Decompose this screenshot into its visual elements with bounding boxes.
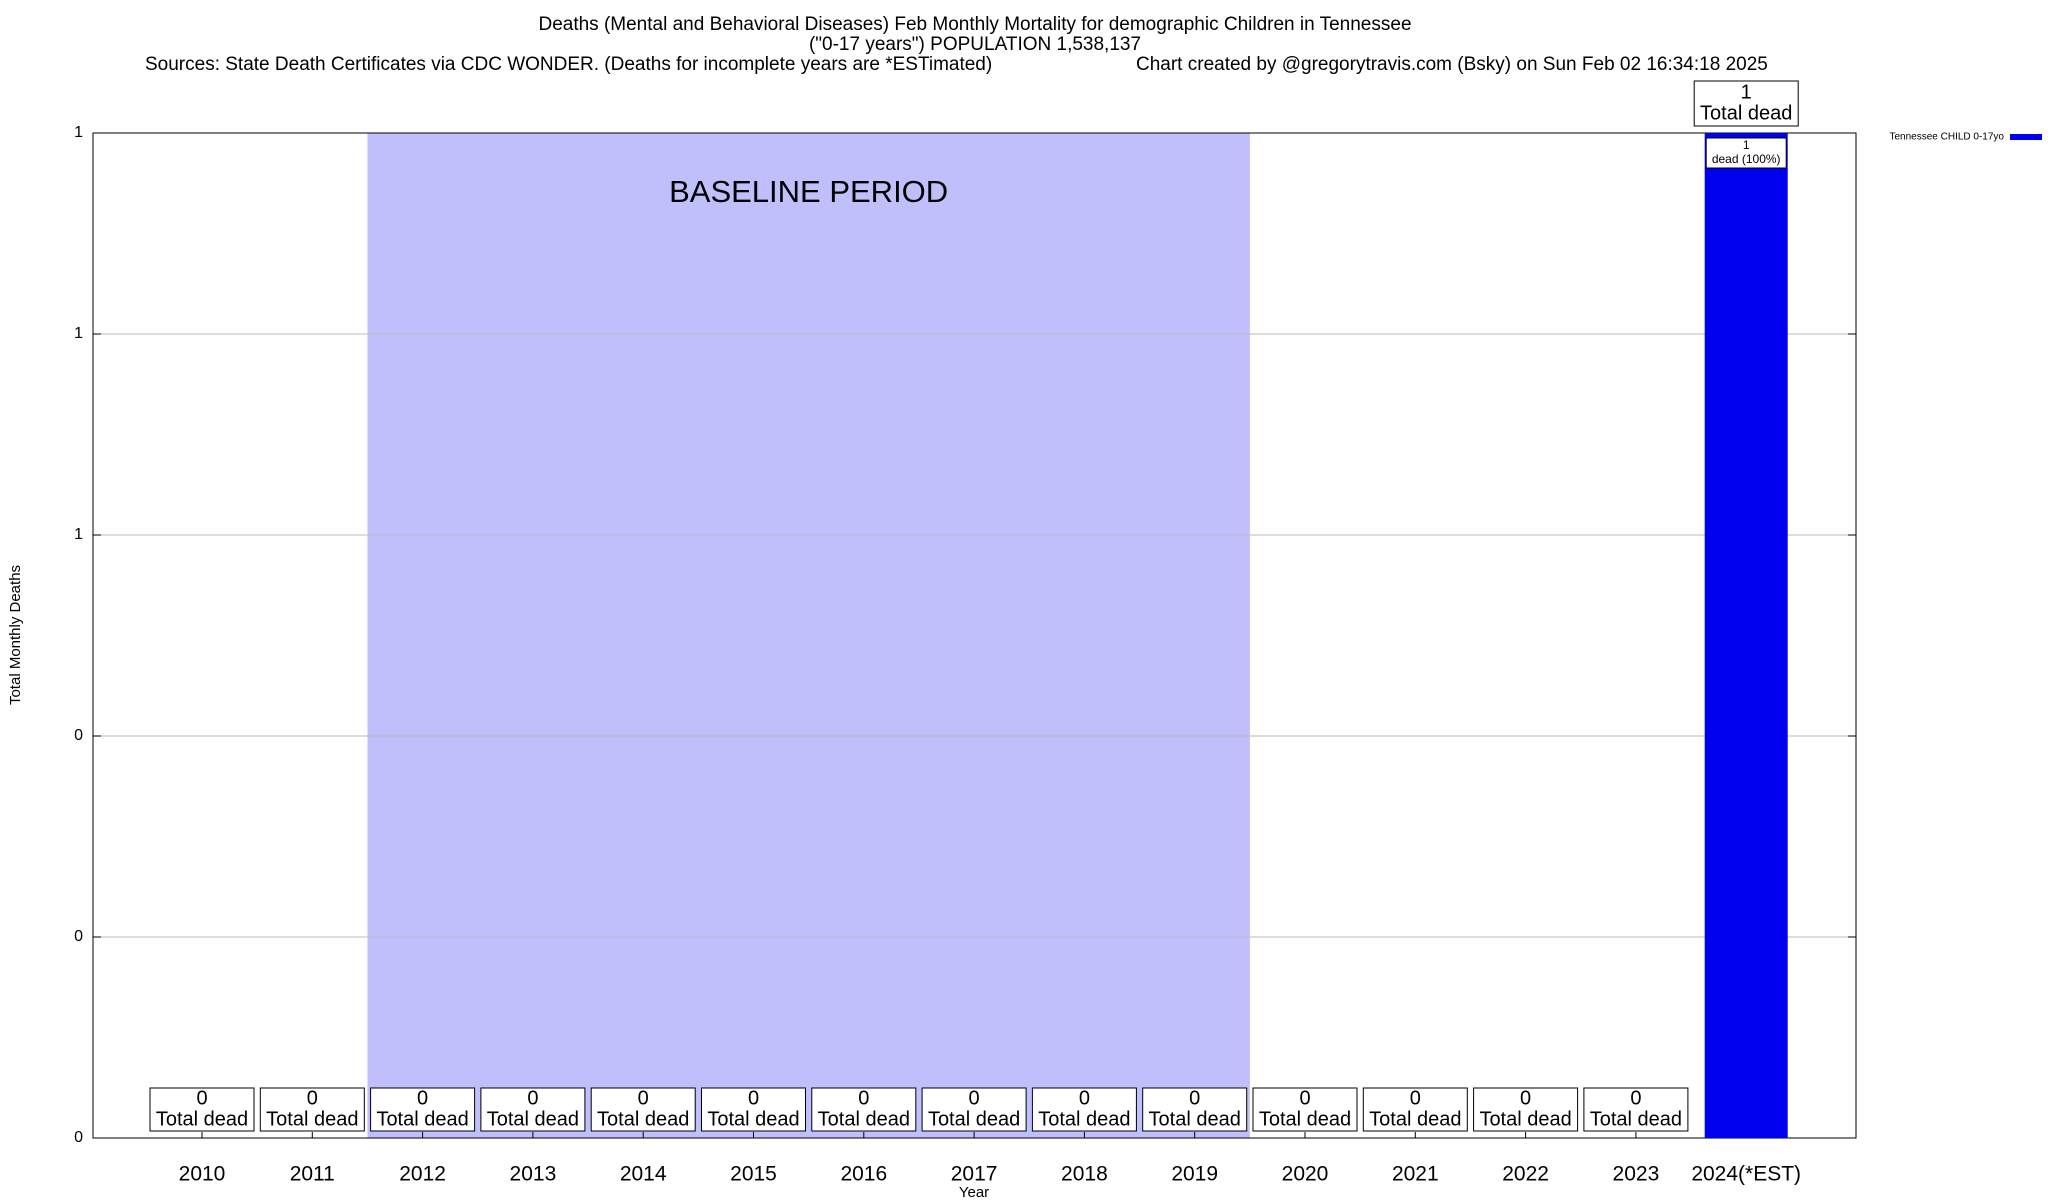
label-box — [1583, 1087, 1689, 1132]
total-label: Total dead — [1038, 1108, 1130, 1130]
x-tick-label: 2015 — [730, 1163, 777, 1186]
value-label: 0 — [748, 1087, 759, 1109]
x-tick-label: 2010 — [179, 1163, 226, 1186]
label-box — [1693, 80, 1799, 127]
label-box — [1473, 1087, 1579, 1132]
label-box — [480, 1087, 586, 1132]
value-label: 0 — [1630, 1087, 1641, 1109]
total-label: Total dead — [266, 1108, 358, 1130]
total-label: Total dead — [1479, 1108, 1571, 1130]
value-label: 0 — [307, 1087, 318, 1109]
inner-label: dead (100%) — [1712, 152, 1781, 166]
label-box — [1252, 1087, 1358, 1132]
baseline-label: BASELINE PERIOD — [669, 174, 948, 209]
value-label: 0 — [969, 1087, 980, 1109]
inner-label-box — [1705, 137, 1787, 169]
x-axis-label: Year — [959, 1184, 989, 1200]
y-tick-label: 1 — [74, 526, 83, 543]
x-tick-label: 2023 — [1613, 1163, 1660, 1186]
inner-value-label: 1 — [1743, 138, 1750, 152]
bar — [1704, 133, 1788, 1138]
legend-label: Tennessee CHILD 0-17yo — [1889, 132, 2004, 143]
total-label: Total dead — [1700, 102, 1792, 124]
x-tick-label: 2011 — [290, 1163, 335, 1186]
y-tick-label: 0 — [74, 928, 83, 945]
total-label: Total dead — [1259, 1108, 1351, 1130]
x-tick-label: 2018 — [1061, 1163, 1108, 1186]
total-label: Total dead — [707, 1108, 799, 1130]
value-label: 0 — [638, 1087, 649, 1109]
label-box — [370, 1087, 476, 1132]
value-label: 0 — [858, 1087, 869, 1109]
x-tick-label: 2021 — [1392, 1163, 1439, 1186]
y-tick-label: 1 — [74, 124, 83, 141]
label-box — [1031, 1087, 1137, 1132]
value-label: 1 — [1741, 81, 1752, 103]
label-box — [149, 1087, 255, 1132]
x-tick-label: 2012 — [399, 1163, 446, 1186]
chart-subtitle: ("0-17 years") POPULATION 1,538,137 — [809, 34, 1141, 55]
value-label: 0 — [1079, 1087, 1090, 1109]
y-axis-label: Total Monthly Deaths — [7, 565, 24, 705]
label-box — [701, 1087, 806, 1132]
x-tick-label: 2016 — [840, 1163, 887, 1186]
label-box — [811, 1087, 917, 1132]
value-label: 0 — [1520, 1087, 1531, 1109]
sources: Sources: State Death Certificates via CD… — [145, 54, 992, 75]
label-box — [921, 1087, 1027, 1132]
label-box — [1142, 1087, 1248, 1132]
value-label: 0 — [527, 1087, 538, 1109]
x-tick-label: 2019 — [1171, 1163, 1218, 1186]
x-tick-label: 2013 — [510, 1163, 557, 1186]
y-tick-label: 0 — [74, 727, 83, 744]
x-tick-label: 2017 — [951, 1163, 998, 1186]
legend-swatch — [2010, 134, 2042, 140]
total-label: Total dead — [487, 1108, 579, 1130]
value-label: 0 — [417, 1087, 428, 1109]
x-tick-label: 2022 — [1502, 1163, 1549, 1186]
baseline-band — [367, 133, 1250, 1138]
total-label: Total dead — [597, 1108, 689, 1130]
x-tick-label: 2014 — [620, 1163, 667, 1186]
x-tick-label: 2024(*EST) — [1691, 1163, 1801, 1186]
y-tick-label: 1 — [74, 325, 83, 342]
total-label: Total dead — [156, 1108, 248, 1130]
credit: Chart created by @gregorytravis.com (Bsk… — [1136, 54, 1768, 75]
total-label: Total dead — [928, 1108, 1020, 1130]
value-label: 0 — [196, 1087, 207, 1109]
label-box — [590, 1087, 696, 1132]
total-label: Total dead — [818, 1108, 910, 1130]
chart-title: Deaths (Mental and Behavioral Diseases) … — [538, 14, 1411, 35]
total-label: Total dead — [376, 1108, 468, 1130]
total-label: Total dead — [1590, 1108, 1682, 1130]
y-tick-label: 0 — [74, 1129, 83, 1146]
x-tick-label: 2020 — [1282, 1163, 1329, 1186]
label-box — [1362, 1087, 1468, 1132]
value-label: 0 — [1410, 1087, 1421, 1109]
label-box — [259, 1087, 365, 1132]
value-label: 0 — [1299, 1087, 1310, 1109]
value-label: 0 — [1189, 1087, 1200, 1109]
total-label: Total dead — [1369, 1108, 1461, 1130]
total-label: Total dead — [1149, 1108, 1241, 1130]
